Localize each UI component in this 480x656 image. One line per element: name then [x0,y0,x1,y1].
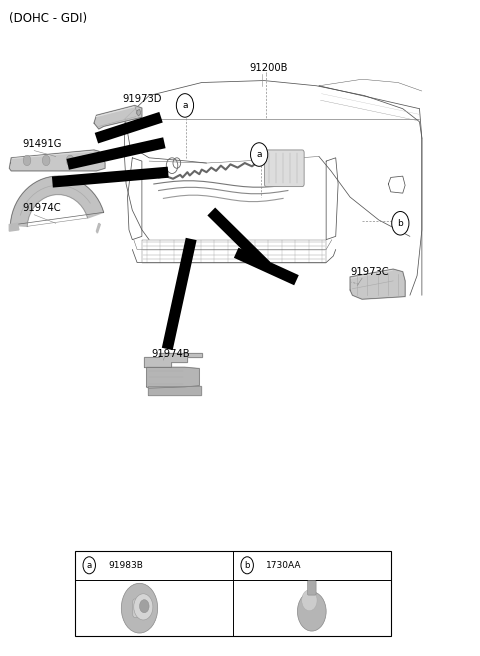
Circle shape [42,155,50,166]
Circle shape [134,594,153,620]
FancyBboxPatch shape [133,599,150,617]
Polygon shape [11,176,104,226]
Text: (DOHC - GDI): (DOHC - GDI) [9,12,87,25]
Polygon shape [9,223,19,231]
Circle shape [241,557,253,574]
FancyBboxPatch shape [308,581,316,595]
Polygon shape [147,367,199,388]
Polygon shape [9,150,105,171]
Circle shape [302,590,317,611]
Circle shape [23,155,31,166]
Circle shape [81,155,88,166]
Circle shape [140,600,149,613]
Text: 91973D: 91973D [123,94,162,104]
Text: 91974B: 91974B [152,349,190,359]
Text: a: a [86,561,92,570]
Text: a: a [256,150,262,159]
Text: 1730AA: 1730AA [266,561,302,570]
Text: 91974C: 91974C [22,203,61,213]
Circle shape [298,592,326,631]
Polygon shape [350,269,405,299]
Text: 91491G: 91491G [22,139,62,150]
Text: 91983B: 91983B [108,561,143,570]
Circle shape [66,155,74,166]
Text: a: a [182,101,188,110]
Text: b: b [397,218,403,228]
Bar [75,550,391,636]
Circle shape [83,557,96,574]
Polygon shape [94,106,142,129]
Circle shape [121,583,157,633]
Text: 91973C: 91973C [350,267,389,277]
Text: 91200B: 91200B [250,63,288,73]
Polygon shape [148,386,201,395]
Text: b: b [244,561,250,570]
Polygon shape [96,223,100,233]
Circle shape [251,143,268,167]
Polygon shape [144,353,202,367]
Polygon shape [137,110,141,116]
Circle shape [392,211,409,235]
FancyBboxPatch shape [264,150,304,186]
Circle shape [176,94,193,117]
